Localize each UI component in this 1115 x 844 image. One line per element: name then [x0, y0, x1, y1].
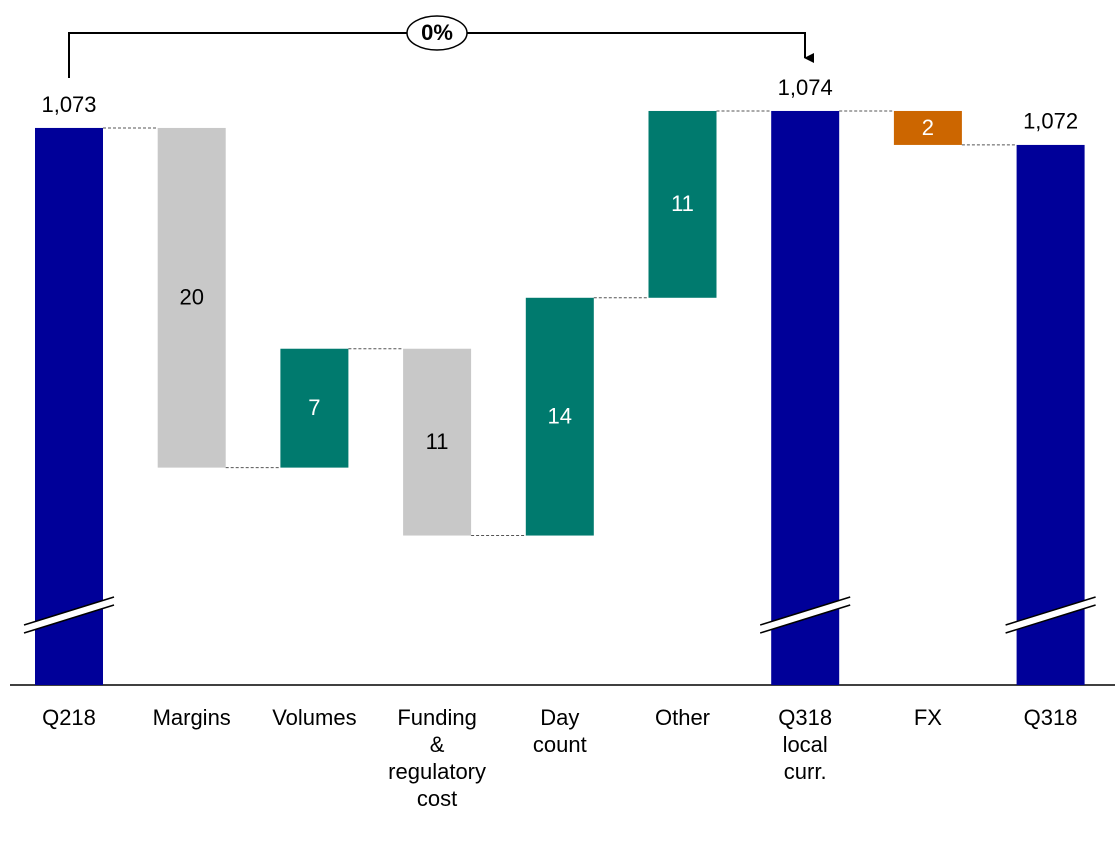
data-label: 14 [548, 403, 572, 428]
data-label: 20 [179, 285, 203, 310]
x-tick-label: FX [913, 705, 942, 730]
x-tick-label: Margins [152, 705, 231, 730]
bar [35, 127, 103, 686]
bar [525, 297, 594, 536]
x-tick-label: Q318 local curr. [778, 705, 833, 784]
x-tick-label: Day count [532, 705, 587, 757]
annotation-bubble [406, 15, 468, 51]
bar [771, 110, 840, 685]
axis-break-line [1005, 596, 1096, 626]
axis-break-line [1005, 604, 1096, 634]
x-tick-label: Q318 [1023, 705, 1078, 730]
bar [157, 127, 226, 468]
data-label: 11 [426, 429, 449, 454]
x-tick-label: Q218 [42, 705, 96, 730]
data-label: 2 [922, 115, 934, 140]
data-label: 11 [671, 191, 694, 216]
axis-break [24, 597, 114, 633]
axis-break [760, 597, 851, 633]
x-tick-label: Volumes [272, 705, 357, 730]
bar [648, 110, 717, 298]
data-label: 1,074 [778, 75, 833, 100]
axis-break [1005, 597, 1096, 633]
axis-break-line [759, 604, 851, 634]
bar [1016, 144, 1085, 685]
data-label: 7 [308, 395, 320, 420]
bar [403, 348, 472, 536]
x-tick-label: Funding & regulatory cost [388, 705, 487, 811]
bar [280, 348, 349, 468]
annotation: 0% [421, 20, 453, 45]
data-label: 1,072 [1023, 109, 1078, 134]
data-label: 1,073 [41, 92, 96, 117]
axis-break-line [23, 604, 115, 634]
bar [893, 110, 962, 145]
axis-break-line [23, 596, 115, 626]
axis-break-line [759, 596, 851, 626]
x-tick-label: Other [654, 705, 711, 730]
